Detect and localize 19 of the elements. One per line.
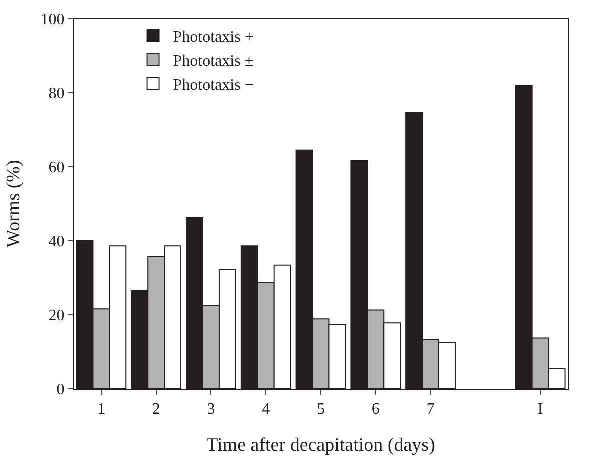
legend-label: Phototaxis −	[173, 76, 254, 94]
y-tick-label: 80	[48, 86, 65, 103]
x-tick-label: 3	[207, 401, 216, 418]
legend-label: Phototaxis ±	[173, 52, 254, 70]
x-tick-label: 4	[262, 401, 270, 418]
y-tick-label: 60	[48, 160, 65, 177]
y-tick-label: 40	[48, 234, 65, 251]
x-axis-title: Time after decapitation (days)	[206, 435, 436, 456]
x-tick-label: 2	[152, 401, 160, 418]
y-tick-label: 100	[40, 12, 65, 29]
x-tick-label: 7	[426, 401, 435, 418]
x-tick-label: I	[538, 401, 544, 418]
x-tick-label: 6	[372, 401, 380, 418]
y-tick-label: 0	[56, 382, 65, 399]
legend-label: Phototaxis +	[173, 29, 254, 46]
x-tick-label: 1	[97, 401, 106, 418]
y-axis-title: Worms (%)	[4, 160, 25, 248]
y-tick-label: 20	[48, 308, 65, 325]
x-tick-label: 5	[317, 401, 325, 418]
